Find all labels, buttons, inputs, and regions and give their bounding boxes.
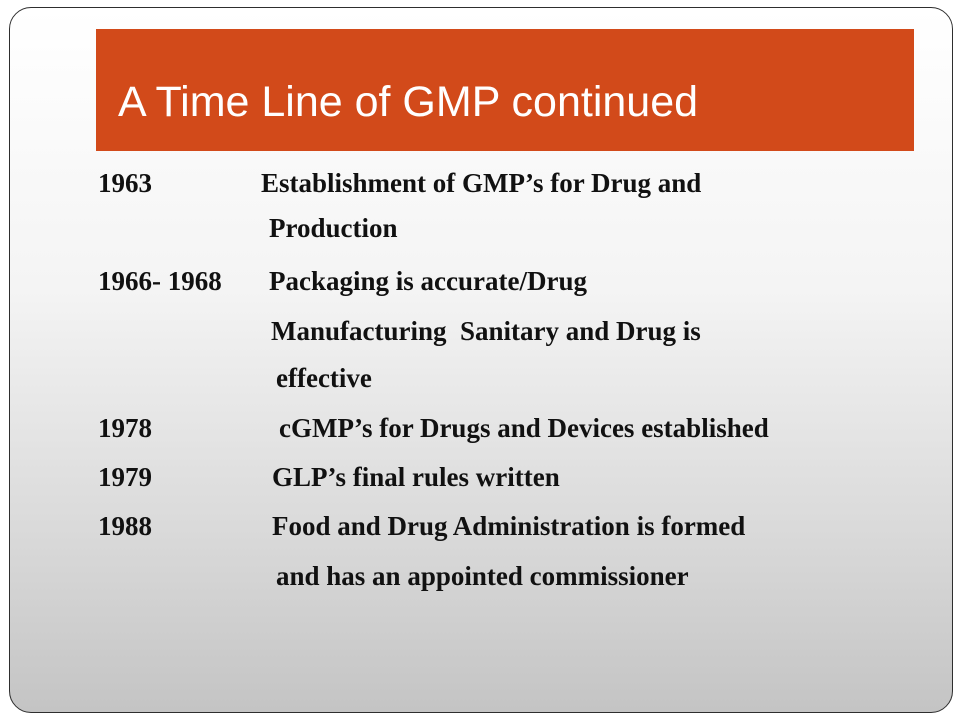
timeline-event-text: Manufacturing Sanitary and Drug is [271,316,701,346]
timeline-event-text: Food and Drug Administration is formed [272,511,746,541]
timeline-event-text: Establishment of GMP’s for Drug and [261,168,702,198]
timeline-year: 1963 [98,168,152,198]
timeline-year: 1966- 1968 [98,266,222,296]
timeline: 1963 Establishment of GMP’s for Drug and… [10,8,952,712]
timeline-event-text: Packaging is accurate/Drug [269,266,587,296]
timeline-event-text: cGMP’s for Drugs and Devices established [279,413,769,443]
timeline-year: 1979 [98,462,152,492]
timeline-year: 1978 [98,413,152,443]
slide-title: A Time Line of GMP continued [118,78,699,126]
timeline-year: 1988 [98,511,152,541]
timeline-event-text: effective [276,363,372,393]
slide: A Time Line of GMP continued 1963 Establ… [9,7,953,713]
timeline-event-text: and has an appointed commissioner [276,561,689,591]
timeline-event-text: GLP’s final rules written [272,462,560,492]
title-bar: A Time Line of GMP continued [96,29,914,151]
timeline-event-text: Production [269,213,398,243]
